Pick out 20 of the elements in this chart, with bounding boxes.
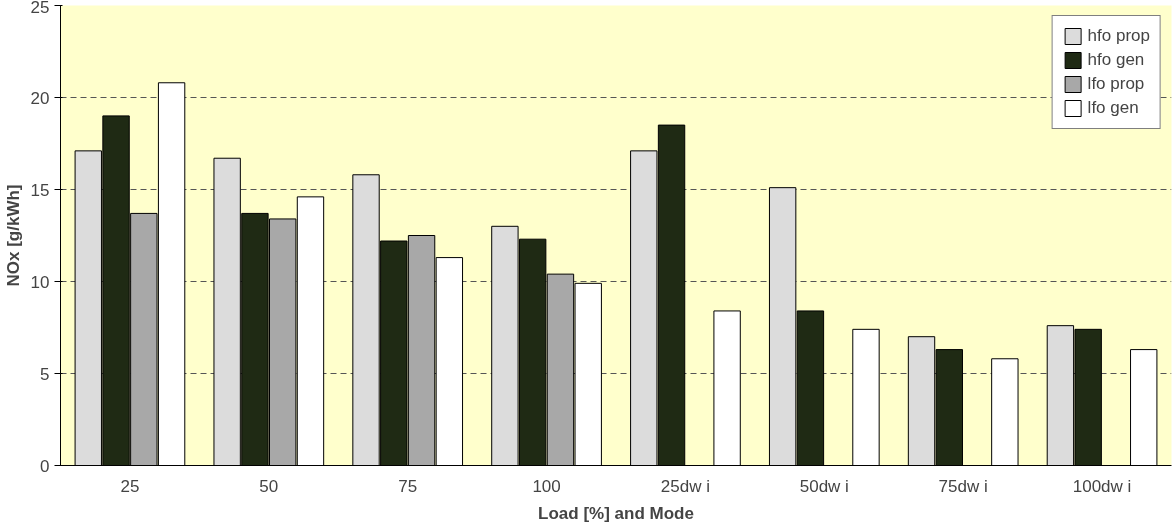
x-tick-label: 25: [120, 476, 140, 496]
y-axis-title: NOx [g/kWh]: [3, 184, 23, 287]
y-tick-label: 20: [30, 88, 50, 108]
x-tick-label: 75dw i: [938, 476, 988, 496]
y-tick-label: 5: [40, 364, 50, 384]
y-tick-label: 25: [30, 0, 50, 17]
x-axis-title: Load [%] and Mode: [538, 503, 694, 523]
x-tick-label: 50: [259, 476, 279, 496]
legend-label: lfo gen: [1087, 98, 1139, 118]
y-tick-label: 15: [30, 180, 50, 200]
x-tick-label: 100dw i: [1072, 476, 1132, 496]
legend-label: lfo prop: [1087, 74, 1145, 94]
x-tick-label: 50dw i: [799, 476, 849, 496]
y-tick-label: 10: [30, 272, 50, 292]
legend-label: hfo gen: [1087, 50, 1145, 70]
x-tick-label: 100: [532, 476, 561, 496]
x-tick-label: 75: [398, 476, 418, 496]
x-tick-label: 25dw i: [660, 476, 711, 496]
legend-label: hfo prop: [1087, 26, 1150, 46]
y-tick-label: 0: [40, 456, 50, 476]
